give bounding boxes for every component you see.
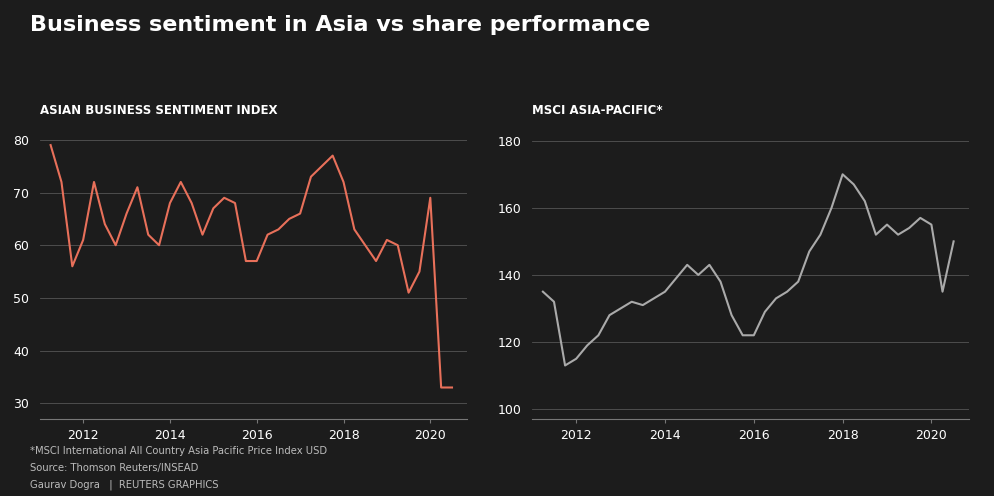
Text: ASIAN BUSINESS SENTIMENT INDEX: ASIAN BUSINESS SENTIMENT INDEX (40, 104, 277, 117)
Text: MSCI ASIA-PACIFIC*: MSCI ASIA-PACIFIC* (532, 104, 662, 117)
Text: Source: Thomson Reuters/INSEAD: Source: Thomson Reuters/INSEAD (30, 463, 198, 473)
Text: Business sentiment in Asia vs share performance: Business sentiment in Asia vs share perf… (30, 15, 650, 35)
Text: Gaurav Dogra   |  REUTERS GRAPHICS: Gaurav Dogra | REUTERS GRAPHICS (30, 479, 219, 490)
Text: *MSCI International All Country Asia Pacific Price Index USD: *MSCI International All Country Asia Pac… (30, 446, 327, 456)
